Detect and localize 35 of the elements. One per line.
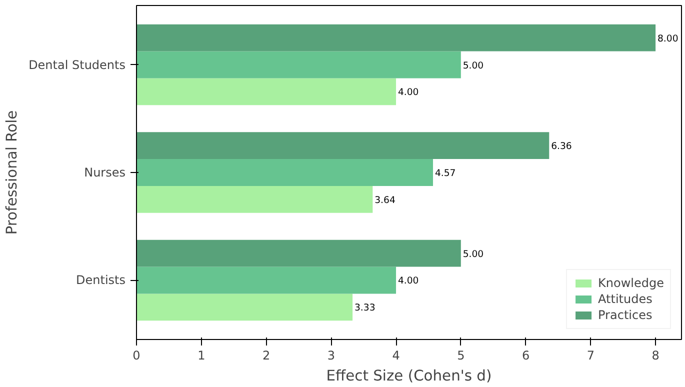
bar (136, 51, 461, 78)
x-tick-label: 2 (262, 348, 270, 362)
x-axis-title: Effect Size (Cohen's d) (326, 368, 492, 384)
data-label: 3.33 (354, 302, 376, 314)
data-label: 4.00 (398, 87, 419, 98)
x-tick-label: 4 (392, 348, 400, 362)
data-label: 5.00 (462, 60, 484, 72)
bar (136, 78, 396, 106)
legend-label: Knowledge (598, 276, 664, 290)
x-tick-label: 6 (522, 348, 530, 362)
x-tick-label: 8 (652, 348, 660, 362)
data-label: 4.57 (434, 168, 456, 179)
y-tick-label: Dentists (76, 273, 126, 288)
data-label: 5.00 (462, 248, 484, 260)
legend-label: Practices (598, 308, 652, 322)
data-label: 8.00 (657, 33, 678, 44)
data-label: 3.64 (374, 194, 396, 206)
bar (136, 159, 434, 186)
bar (136, 240, 461, 267)
y-axis-title: Professional Role (4, 110, 21, 235)
x-tick-label: 1 (198, 348, 206, 362)
data-label: 4.00 (398, 276, 419, 287)
bar (136, 24, 656, 52)
data-label: 6.36 (551, 141, 572, 152)
x-tick-label: 5 (457, 348, 465, 362)
bar (136, 186, 373, 213)
bar (136, 294, 353, 321)
x-tick-label: 3 (327, 348, 335, 362)
x-tick-label: 0 (132, 348, 140, 362)
x-tick-label: 7 (586, 348, 594, 362)
y-tick-label: Nurses (84, 166, 126, 180)
bar (136, 132, 550, 160)
y-tick-label: Dental Students (28, 58, 126, 72)
bar (136, 266, 396, 294)
legend-label: Attitudes (598, 292, 652, 306)
